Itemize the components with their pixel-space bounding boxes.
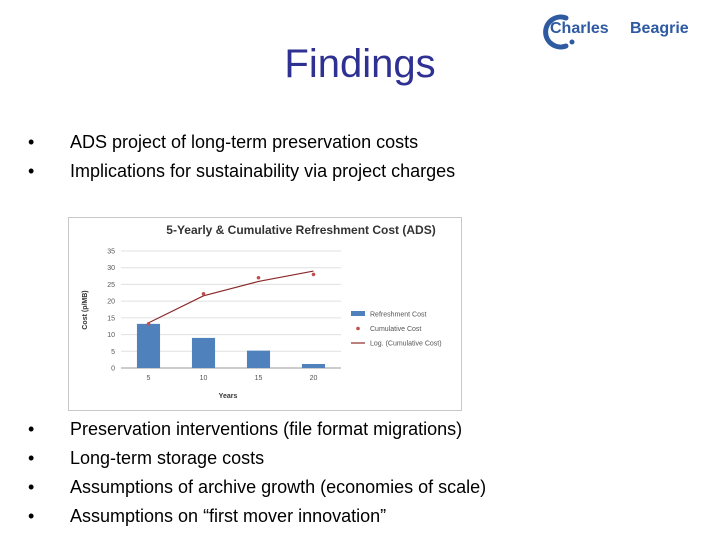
chart-trendline [148, 270, 314, 324]
logo-text-beagrie: Beagrie [630, 20, 689, 37]
chart-point [201, 291, 206, 296]
chart-y-tick-label: 20 [107, 299, 115, 306]
bullet-list-bottom: • Preservation interventions (file format… [28, 415, 486, 531]
bullet-text: ADS project of long-term preservation co… [70, 132, 419, 152]
bullet-item: • ADS project of long-term preservation c… [28, 128, 455, 157]
chart-y-tick-label: 10 [107, 332, 115, 339]
chart-bar [301, 363, 326, 368]
bullet-text: Assumptions on “first mover innovation” [70, 506, 387, 526]
bullet-marker: • [28, 161, 35, 181]
bullet-marker: • [28, 419, 35, 439]
chart-y-tick-label: 35 [107, 249, 115, 256]
chart-point [311, 272, 316, 277]
bullet-marker: • [28, 506, 35, 526]
chart-y-tick-label: 5 [111, 349, 115, 356]
bullet-marker: • [28, 477, 35, 497]
chart-point [256, 275, 261, 280]
chart-bar [191, 337, 216, 368]
legend-label: Refreshment Cost [370, 312, 426, 319]
bullet-list-top: • ADS project of long-term preservation c… [28, 128, 455, 186]
bullet-marker: • [28, 448, 35, 468]
chart-frame: 5-Yearly & Cumulative Refreshment Cost (… [68, 217, 462, 411]
chart-title: 5-Yearly & Cumulative Refreshment Cost (… [166, 223, 435, 237]
bullet-text: Preservation interventions (file format … [70, 419, 463, 439]
bullet-marker: • [28, 132, 35, 152]
refreshment-cost-chart: 5-Yearly & Cumulative Refreshment Cost (… [82, 223, 442, 400]
bullet-item: • Implications for sustainability via pro… [28, 157, 455, 186]
bullet-item: • Long-term storage costs [28, 444, 486, 473]
chart-bar [136, 323, 161, 368]
chart-y-tick-label: 30 [107, 265, 115, 272]
chart-y-tick-label: 25 [107, 282, 115, 289]
bullet-text: Implications for sustainability via proj… [70, 161, 456, 181]
chart-y-axis-label: Cost (p/MB) [82, 290, 89, 329]
bullet-item: • Preservation interventions (file format… [28, 415, 486, 444]
bullet-item: • Assumptions on “first mover innovation” [28, 502, 486, 531]
bullet-text: Assumptions of archive growth (economies… [70, 477, 487, 497]
chart-point [146, 322, 151, 326]
bullet-text: Long-term storage costs [70, 448, 265, 468]
chart-y-tick-label: 0 [111, 366, 115, 373]
logo-text-charles: Charles [550, 20, 609, 37]
slide-title: Findings [284, 42, 436, 86]
chart-x-tick-label: 20 [310, 375, 318, 382]
chart-x-tick-label: 15 [255, 375, 263, 382]
logo-c-icon [543, 14, 575, 50]
company-logo: Charles Beagrie [532, 8, 712, 56]
chart-x-tick-label: 10 [200, 375, 208, 382]
bullet-item: • Assumptions of archive growth (economie… [28, 473, 486, 502]
chart-x-tick-label: 5 [147, 375, 151, 382]
chart-y-tick-label: 15 [107, 315, 115, 322]
legend-swatch [351, 311, 365, 316]
legend-label: Cumulative Cost [370, 326, 421, 333]
legend-label: Log. (Cumulative Cost) [370, 341, 442, 348]
chart-bar [246, 350, 271, 368]
legend-swatch [356, 326, 360, 331]
chart-x-axis-label: Years [219, 393, 238, 400]
